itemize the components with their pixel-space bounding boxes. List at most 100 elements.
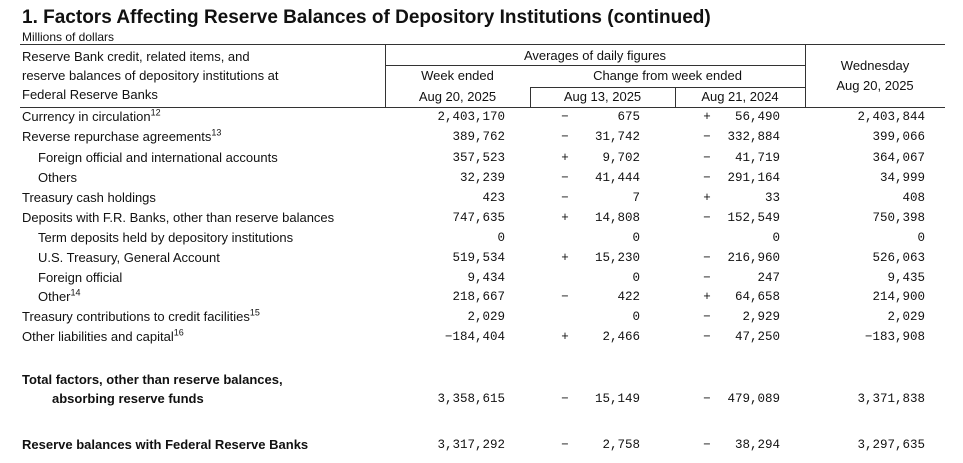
wednesday-value: 0 <box>917 231 925 245</box>
change-sign: − <box>703 171 711 185</box>
wednesday-heading: Aug 20, 2025 <box>836 78 914 93</box>
week-value: 747,635 <box>452 211 505 225</box>
change-value: 0 <box>632 271 640 285</box>
change-value: 0 <box>632 231 640 245</box>
change-sign: + <box>561 211 569 225</box>
week-heading: Week ended <box>421 68 494 83</box>
change-sign: + <box>561 330 569 344</box>
change-value: 422 <box>617 290 640 304</box>
row-label: Term deposits held by depository institu… <box>38 230 294 245</box>
change-value: 7 <box>632 191 640 205</box>
change-value: 2,929 <box>742 310 780 324</box>
wednesday-value: 2,029 <box>887 310 925 324</box>
row-label: Other liabilities and capital16 <box>22 327 184 344</box>
change-value: 675 <box>617 110 640 124</box>
change-value: 152,549 <box>727 211 780 225</box>
change-column-heading: Aug 21, 2024 <box>701 89 779 104</box>
total-label: absorbing reserve funds <box>52 391 204 406</box>
change-sign: − <box>561 130 569 144</box>
wednesday-value: 399,066 <box>872 130 925 144</box>
row-label: Treasury cash holdings <box>22 190 156 205</box>
rule <box>385 44 386 107</box>
wednesday-value: 364,067 <box>872 151 925 165</box>
change-value: 31,742 <box>594 130 640 144</box>
change-value: 15,149 <box>594 392 640 406</box>
change-sign: − <box>703 130 711 144</box>
change-value: 56,490 <box>734 110 780 124</box>
week-value: 2,403,170 <box>437 110 505 124</box>
change-sign: + <box>703 110 711 124</box>
week-value: 218,667 <box>452 290 505 304</box>
change-value: 479,089 <box>727 392 780 406</box>
footnote-ref: 15 <box>249 307 260 318</box>
wednesday-value: 3,371,838 <box>857 392 925 406</box>
change-value: 15,230 <box>594 251 640 265</box>
row-label: Foreign official and international accou… <box>38 150 278 165</box>
change-sign: − <box>703 330 711 344</box>
row-label: Others <box>38 170 78 185</box>
row-label: Foreign official <box>38 270 123 285</box>
week-value: 2,029 <box>467 310 505 324</box>
reserve-label: Reserve balances with Federal Reserve Ba… <box>22 437 309 452</box>
rule <box>530 87 531 107</box>
change-column-heading: Aug 13, 2025 <box>563 89 642 104</box>
wednesday-value: 526,063 <box>872 251 925 265</box>
change-value: 47,250 <box>734 330 780 344</box>
rule <box>675 87 676 107</box>
stub-heading: Reserve Bank credit, related items, and <box>22 49 250 64</box>
change-sign: + <box>561 251 569 265</box>
change-value: 0 <box>632 310 640 324</box>
change-sign: − <box>561 191 569 205</box>
wednesday-value: 214,900 <box>872 290 925 304</box>
footnote-ref: 16 <box>173 327 184 338</box>
wednesday-value: −183,908 <box>864 330 925 344</box>
week-value: 3,317,292 <box>437 438 505 452</box>
week-value: 389,762 <box>452 130 505 144</box>
rule <box>385 65 805 66</box>
title: 1. Factors Affecting Reserve Balances of… <box>22 7 711 28</box>
rule <box>20 44 945 45</box>
change-sign: − <box>703 271 711 285</box>
wednesday-value: 3,297,635 <box>857 438 925 452</box>
change-sign: − <box>703 151 711 165</box>
change-value: 33 <box>764 191 780 205</box>
change-sign: − <box>703 211 711 225</box>
change-sign: − <box>703 310 711 324</box>
stub-heading: reserve balances of depository instituti… <box>22 68 279 83</box>
averages-heading: Averages of daily figures <box>523 48 667 63</box>
change-value: 9,702 <box>602 151 640 165</box>
week-value: 3,358,615 <box>437 392 505 406</box>
footnote-ref: 12 <box>150 107 161 118</box>
wednesday-value: 34,999 <box>879 171 925 185</box>
row-label: Deposits with F.R. Banks, other than res… <box>22 210 335 225</box>
change-sign: − <box>561 290 569 304</box>
change-value: 291,164 <box>727 171 780 185</box>
wednesday-value: 750,398 <box>872 211 925 225</box>
change-value: 247 <box>757 271 780 285</box>
change-sign: − <box>703 251 711 265</box>
change-value: 2,758 <box>602 438 640 452</box>
stub-heading: Federal Reserve Banks <box>22 87 158 102</box>
change-sign: − <box>703 438 711 452</box>
week-value: 32,239 <box>459 171 505 185</box>
change-value: 38,294 <box>734 438 780 452</box>
change-sign: + <box>703 290 711 304</box>
total-label: Total factors, other than reserve balanc… <box>22 372 283 387</box>
change-sign: + <box>703 191 711 205</box>
units: Millions of dollars <box>22 30 115 44</box>
change-value: 0 <box>772 231 780 245</box>
wednesday-value: 408 <box>902 191 925 205</box>
row-label: U.S. Treasury, General Account <box>38 250 220 265</box>
change-sign: − <box>561 110 569 124</box>
row-label: Reverse repurchase agreements13 <box>22 127 222 144</box>
change-sign: − <box>561 438 569 452</box>
row-label: Treasury contributions to credit facilit… <box>22 307 260 324</box>
rule <box>805 44 806 107</box>
week-value: −184,404 <box>444 330 505 344</box>
wednesday-heading: Wednesday <box>840 58 910 73</box>
change-sign: − <box>561 392 569 406</box>
change-sign: + <box>561 151 569 165</box>
change-value: 14,808 <box>594 211 640 225</box>
wednesday-value: 2,403,844 <box>857 110 925 124</box>
